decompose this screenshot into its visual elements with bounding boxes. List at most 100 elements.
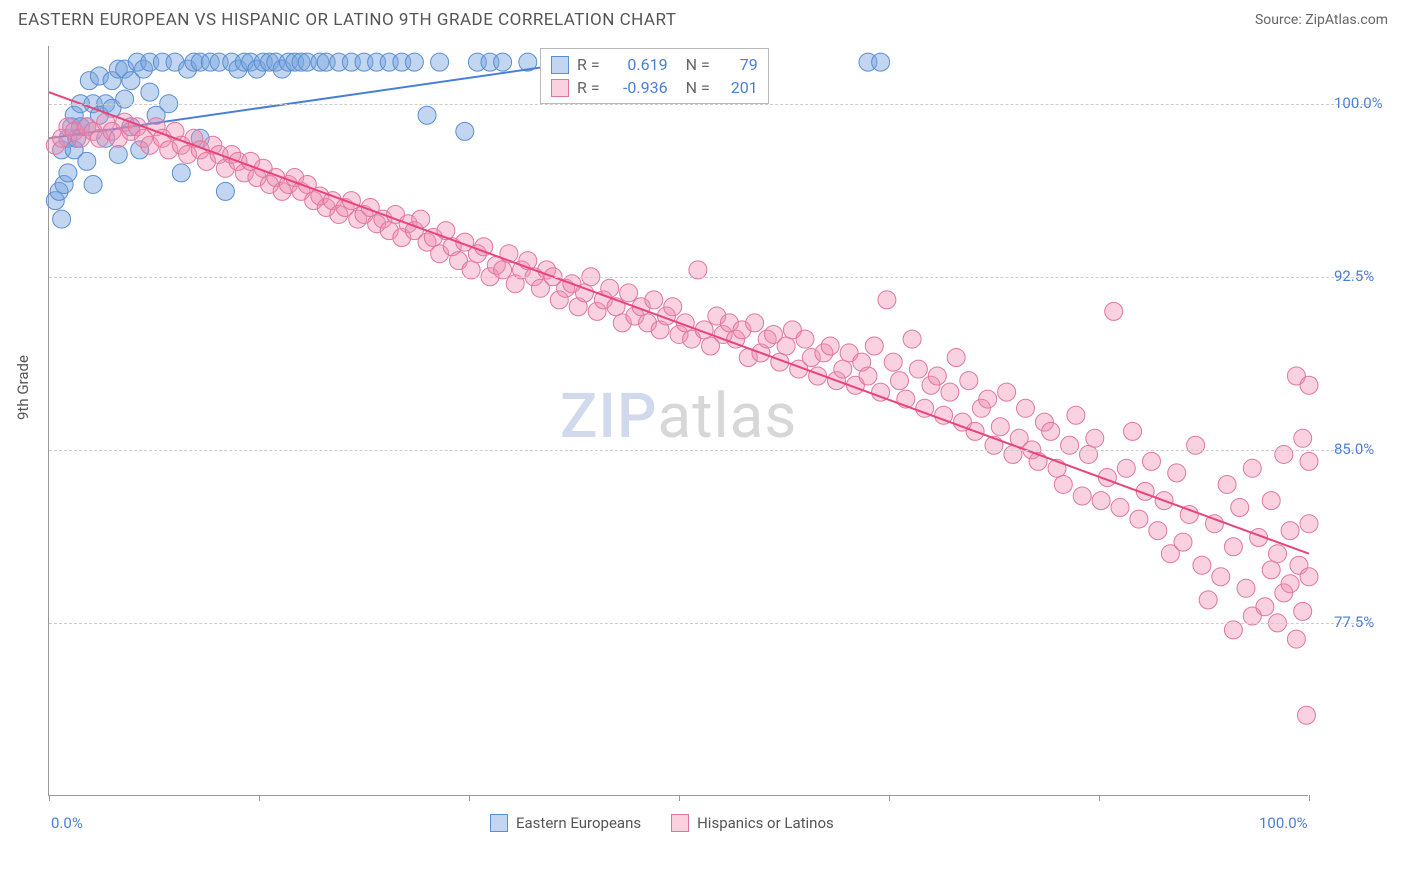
data-point xyxy=(872,53,890,71)
data-point xyxy=(1269,545,1287,563)
gridline xyxy=(49,277,1369,278)
data-point xyxy=(834,360,852,378)
x-tick xyxy=(889,795,890,801)
stat-r-value: -0.936 xyxy=(608,78,668,97)
legend-swatch xyxy=(671,814,689,832)
data-point xyxy=(821,337,839,355)
data-point xyxy=(109,145,127,163)
legend-item: Eastern Europeans xyxy=(490,814,641,832)
x-tick xyxy=(679,795,680,801)
data-point xyxy=(1111,499,1129,517)
x-axis-label: 0.0% xyxy=(51,814,83,832)
data-point xyxy=(1243,459,1261,477)
chart-title: EASTERN EUROPEAN VS HISPANIC OR LATINO 9… xyxy=(18,10,676,30)
stat-n-label: N = xyxy=(686,55,710,74)
data-point xyxy=(998,383,1016,401)
data-point xyxy=(1092,492,1110,510)
stat-n-value: 201 xyxy=(718,78,758,97)
data-point xyxy=(1262,561,1280,579)
chart-svg xyxy=(49,46,1308,795)
legend-label: Hispanics or Latinos xyxy=(697,814,834,832)
data-point xyxy=(620,284,638,302)
data-point xyxy=(1143,452,1161,470)
data-point xyxy=(1086,429,1104,447)
chart-header: EASTERN EUROPEAN VS HISPANIC OR LATINO 9… xyxy=(0,0,1406,38)
data-point xyxy=(53,210,71,228)
data-point xyxy=(1212,568,1230,586)
legend-label: Eastern Europeans xyxy=(516,814,641,832)
x-tick xyxy=(1309,795,1310,801)
data-point xyxy=(903,330,921,348)
data-point xyxy=(78,152,96,170)
x-tick xyxy=(49,795,50,801)
data-point xyxy=(1067,406,1085,424)
data-point xyxy=(645,291,663,309)
data-point xyxy=(1300,568,1318,586)
data-point xyxy=(1105,302,1123,320)
data-point xyxy=(1124,422,1142,440)
data-point xyxy=(216,182,234,200)
data-point xyxy=(1054,475,1072,493)
data-point xyxy=(418,106,436,124)
data-point xyxy=(960,372,978,390)
legend-swatch xyxy=(551,56,569,74)
data-point xyxy=(1218,475,1236,493)
data-point xyxy=(1149,522,1167,540)
data-point xyxy=(796,330,814,348)
data-point xyxy=(141,83,159,101)
data-point xyxy=(405,53,423,71)
y-axis-title: 9th Grade xyxy=(14,355,32,420)
data-point xyxy=(1073,487,1091,505)
data-point xyxy=(1061,436,1079,454)
chart-source: Source: ZipAtlas.com xyxy=(1255,12,1388,28)
data-point xyxy=(1294,429,1312,447)
data-point xyxy=(1281,575,1299,593)
data-point xyxy=(1080,445,1098,463)
data-point xyxy=(1174,533,1192,551)
data-point xyxy=(172,164,190,182)
data-point xyxy=(979,390,997,408)
data-point xyxy=(431,53,449,71)
data-point xyxy=(1017,399,1035,417)
data-point xyxy=(884,353,902,371)
y-tick-label: 77.5% xyxy=(1334,613,1374,631)
x-tick xyxy=(469,795,470,801)
data-point xyxy=(941,383,959,401)
legend-stat-row: R =-0.936N =201 xyxy=(551,76,758,99)
data-point xyxy=(494,53,512,71)
x-tick xyxy=(259,795,260,801)
y-tick-label: 85.0% xyxy=(1334,440,1374,458)
data-point xyxy=(891,372,909,390)
data-point xyxy=(1168,464,1186,482)
data-point xyxy=(928,367,946,385)
gridline xyxy=(49,623,1369,624)
x-tick xyxy=(1099,795,1100,801)
data-point xyxy=(746,314,764,332)
gridline xyxy=(49,450,1369,451)
data-point xyxy=(84,175,102,193)
x-axis-label: 100.0% xyxy=(1259,814,1308,832)
data-point xyxy=(1237,579,1255,597)
trend-line xyxy=(49,92,1309,554)
data-point xyxy=(1256,598,1274,616)
data-point xyxy=(777,337,795,355)
data-point xyxy=(1193,556,1211,574)
data-point xyxy=(1042,422,1060,440)
stat-r-label: R = xyxy=(577,78,600,97)
data-point xyxy=(859,367,877,385)
data-point xyxy=(1130,510,1148,528)
legend-item: Hispanics or Latinos xyxy=(671,814,834,832)
legend-stats-box: R =0.619N =79R =-0.936N =201 xyxy=(540,48,769,104)
data-point xyxy=(909,360,927,378)
data-point xyxy=(865,337,883,355)
data-point xyxy=(1199,591,1217,609)
data-point xyxy=(1300,376,1318,394)
data-point xyxy=(664,298,682,316)
data-point xyxy=(991,418,1009,436)
data-point xyxy=(1187,436,1205,454)
data-point xyxy=(1117,459,1135,477)
data-point xyxy=(947,349,965,367)
legend-swatch xyxy=(490,814,508,832)
chart-plot-area: 100.0%92.5%85.0%77.5%0.0%100.0% xyxy=(48,46,1308,796)
data-point xyxy=(59,164,77,182)
